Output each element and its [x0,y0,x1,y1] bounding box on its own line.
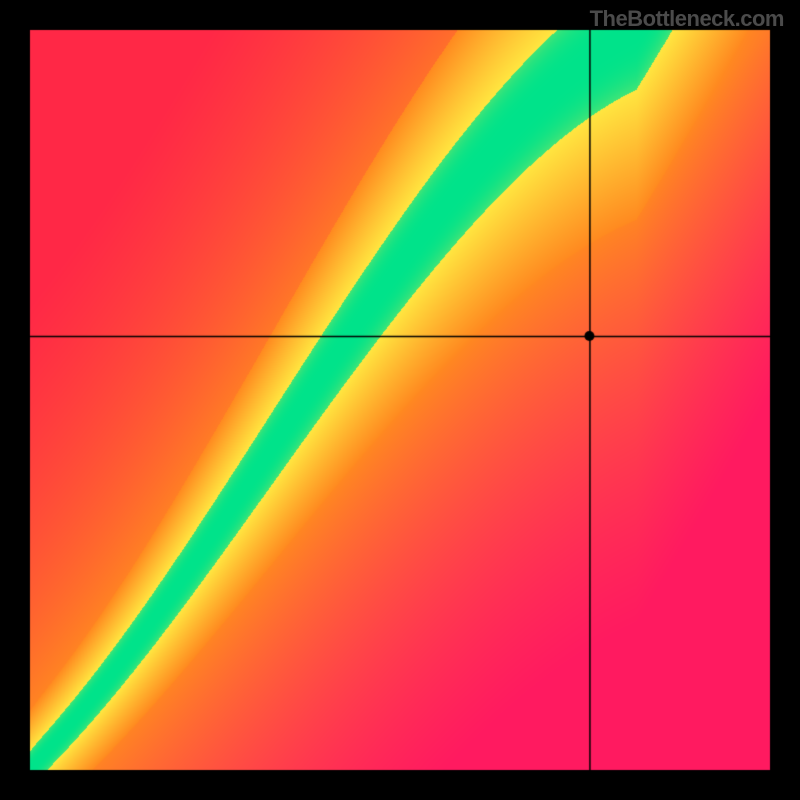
watermark-text: TheBottleneck.com [590,6,784,32]
bottleneck-heatmap-canvas [0,0,800,800]
bottleneck-heatmap-frame: TheBottleneck.com [0,0,800,800]
